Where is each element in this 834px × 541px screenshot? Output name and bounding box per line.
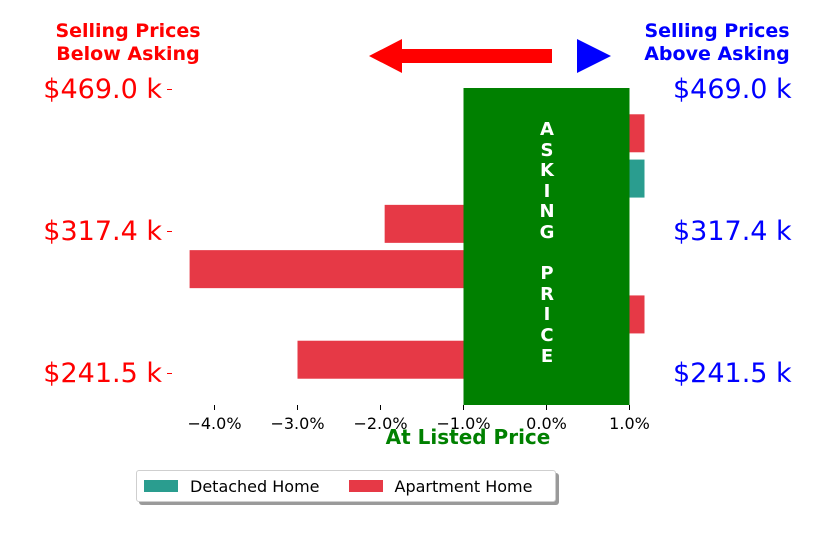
bar-detached-5 (629, 159, 645, 198)
legend-swatch-detached (144, 480, 178, 492)
right-arrow (577, 39, 611, 73)
bar-apartment-4 (384, 204, 464, 243)
bar-apartment-1 (297, 340, 464, 379)
price-label-left-top: $469.0 k (43, 74, 162, 105)
left-arrow (369, 39, 552, 73)
y-tick-bottom (167, 373, 172, 374)
bar-apartment-6 (629, 114, 645, 153)
legend-item-detached: Detached Home (137, 477, 320, 496)
arrows-layer (369, 39, 611, 73)
x-tick-label-4: 0.0% (526, 414, 567, 433)
price-label-left-bottom: $241.5 k (43, 358, 162, 389)
legend-label-apartment: Apartment Home (394, 476, 533, 496)
bar-apartment-2 (629, 295, 645, 334)
bars-layer (189, 88, 645, 405)
legend: Detached Home Apartment Home (136, 470, 556, 502)
y-tick-top (167, 89, 172, 90)
x-tick-label-5: 1.0% (609, 414, 650, 433)
legend-label-detached: Detached Home (190, 476, 320, 496)
price-label-left-middle: $317.4 k (43, 216, 162, 247)
legend-item-apartment: Apartment Home (342, 476, 533, 496)
bar-apartment-3 (189, 250, 464, 289)
price-label-right-top: $469.0 k (673, 74, 792, 105)
price-label-right-middle: $317.4 k (673, 216, 792, 247)
x-tick-label-3: −1.0% (436, 414, 491, 433)
legend-swatch-apartment (348, 480, 383, 492)
x-tick-label-2: −2.0% (353, 414, 408, 433)
asking-price-band (463, 88, 630, 405)
x-tick-label-0: −4.0% (187, 414, 242, 433)
x-tick-label-1: −3.0% (270, 414, 325, 433)
asking-price-label: A S K I N G P R I C E (539, 119, 555, 367)
at-listed-price-label: At Listed Price (385, 425, 551, 449)
header-below-asking: Selling Prices Below Asking (55, 20, 201, 65)
y-tick-middle (167, 231, 172, 232)
price-label-right-bottom: $241.5 k (673, 358, 792, 389)
header-above-asking: Selling Prices Above Asking (644, 20, 790, 65)
x-axis-ticks (214, 405, 630, 410)
